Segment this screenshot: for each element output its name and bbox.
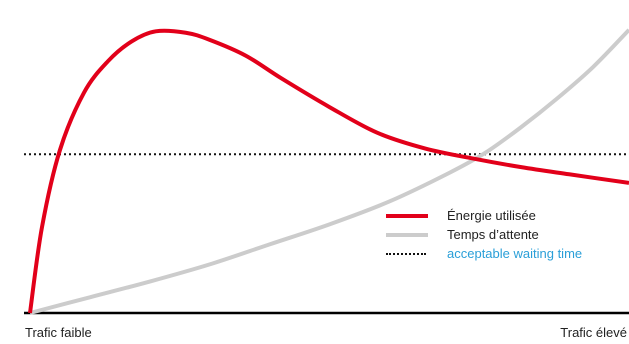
x-axis-high-label: Trafic élevé bbox=[560, 325, 627, 340]
legend-swatch-waiting-time bbox=[386, 232, 428, 237]
legend-label-acceptable-waiting-time: acceptable waiting time bbox=[447, 246, 583, 261]
x-axis-low-label: Trafic faible bbox=[25, 325, 92, 340]
legend-label-waiting-time: Temps d’attente bbox=[447, 227, 539, 242]
series-energy-line bbox=[28, 28, 629, 314]
legend-item-acceptable-waiting-time: acceptable waiting time bbox=[386, 244, 582, 263]
legend-item-waiting-time: Temps d’attente bbox=[386, 225, 582, 244]
legend-item-energy: Énergie utilisée bbox=[386, 206, 582, 225]
legend: Énergie utilisée Temps d’attente accepta… bbox=[386, 206, 582, 263]
legend-label-energy: Énergie utilisée bbox=[447, 208, 536, 223]
legend-swatch-acceptable-waiting-time bbox=[386, 252, 426, 255]
legend-swatch-energy bbox=[386, 213, 428, 218]
series-waiting-time-line bbox=[29, 28, 629, 315]
